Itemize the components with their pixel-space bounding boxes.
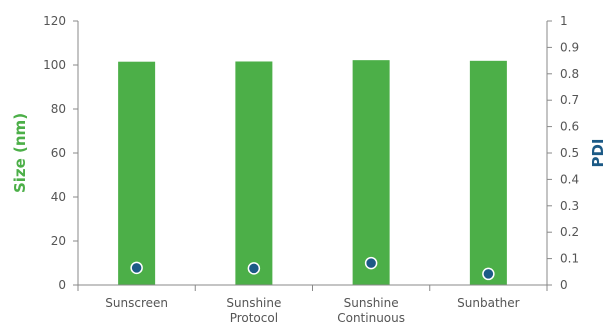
y-tick-label-right: 0.2 (560, 225, 579, 239)
pdi-point (247, 262, 261, 275)
y-tick-label-right: 0.8 (560, 67, 579, 81)
category-label-line: Sunshine (344, 296, 399, 310)
y-tick-label-right: 0.5 (560, 146, 579, 160)
y-axis-title-left: Size (nm) (11, 113, 29, 193)
y-tick-label-left: 120 (43, 14, 66, 28)
y-tick-label-left: 80 (51, 102, 66, 116)
category-label-line: Protocol (230, 311, 278, 325)
y-tick-label-left: 20 (51, 234, 66, 248)
y-tick-label-right: 0.6 (560, 120, 579, 134)
y-tick-label-left: 100 (43, 58, 66, 72)
y-tick-label-left: 0 (58, 278, 66, 292)
y-tick-label-left: 60 (51, 146, 66, 160)
y-tick-label-right: 0.9 (560, 40, 579, 54)
y-tick-label-left: 40 (51, 190, 66, 204)
category-label: Sunshine Protocol (226, 296, 281, 325)
bar-size (235, 61, 273, 286)
y-tick-label-right: 0.3 (560, 199, 579, 213)
category-label: Sunbather (457, 296, 519, 310)
pdi-point (364, 256, 378, 270)
bar-size (352, 60, 390, 285)
category-label-line: Sunscreen (105, 296, 168, 310)
category-label-line: Sunshine (226, 296, 281, 310)
y-tick-label-right: 1 (560, 14, 568, 28)
bar-size (469, 60, 507, 285)
category-label-line: Sunbather (457, 296, 519, 310)
y-tick-label-right: 0.1 (560, 252, 579, 266)
y-tick-label-right: 0.7 (560, 93, 579, 107)
y-tick-label-right: 0 (560, 278, 568, 292)
pdi-point (130, 261, 143, 275)
y-axis-title-right: PDI (589, 138, 607, 167)
y-tick-label-right: 0.4 (560, 172, 579, 186)
category-label: Sunscreen (105, 296, 168, 310)
pdi-point (482, 267, 495, 281)
bar-size (118, 61, 156, 286)
category-label: Sunshine Continuous (337, 296, 405, 325)
category-label-line: Continuous (337, 311, 405, 325)
